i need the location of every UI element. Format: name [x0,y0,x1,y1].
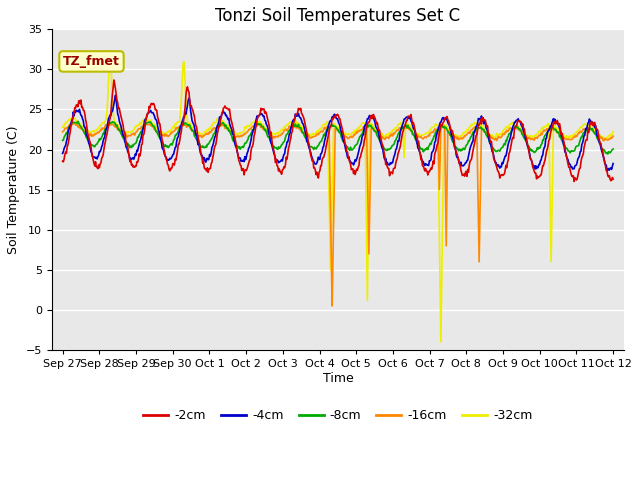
Text: TZ_fmet: TZ_fmet [63,55,120,68]
Legend: -2cm, -4cm, -8cm, -16cm, -32cm: -2cm, -4cm, -8cm, -16cm, -32cm [138,404,538,427]
Y-axis label: Soil Temperature (C): Soil Temperature (C) [7,125,20,254]
X-axis label: Time: Time [323,372,353,385]
Title: Tonzi Soil Temperatures Set C: Tonzi Soil Temperatures Set C [215,7,460,25]
